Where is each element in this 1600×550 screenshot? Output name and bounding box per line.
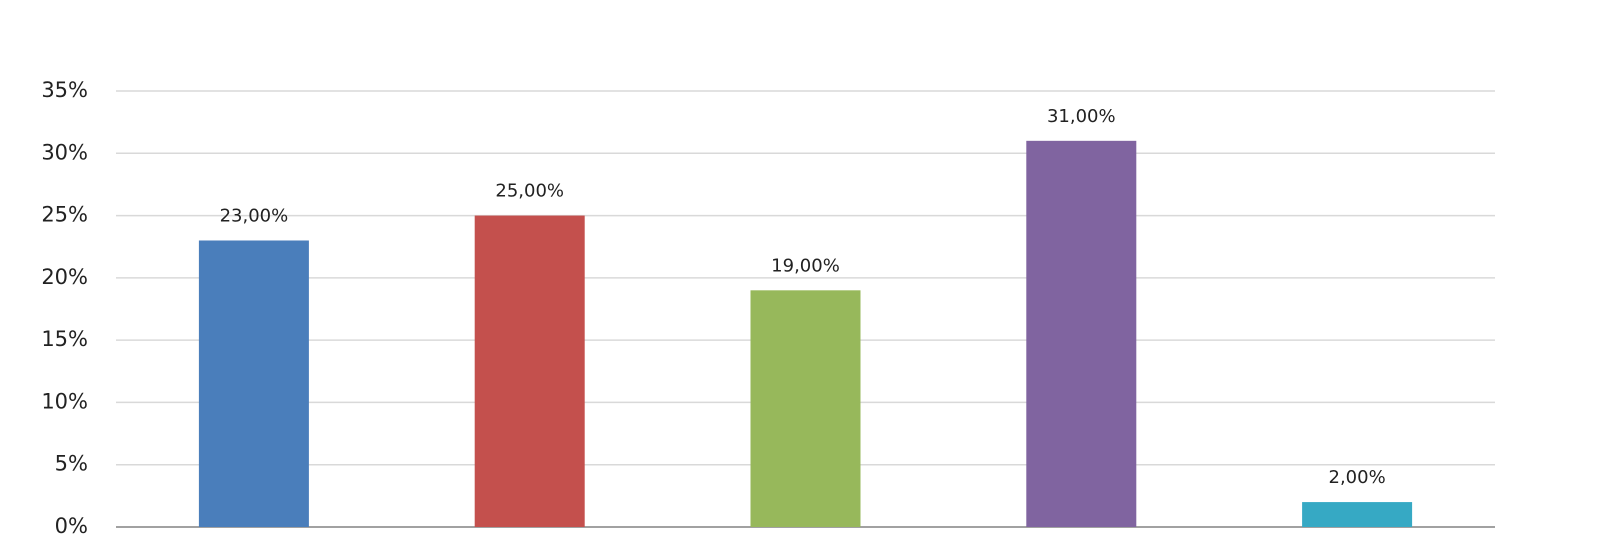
bar [198,240,309,527]
y-tick-label: 20% [41,265,88,289]
y-tick-label: 30% [41,140,88,164]
bar [1026,140,1137,528]
y-tick-label: 15% [41,327,88,351]
value-label: 19,00% [771,255,840,276]
bar [1302,502,1413,527]
y-tick-label: 10% [41,389,88,413]
value-label: 23,00% [220,205,289,226]
value-label: 31,00% [1047,106,1116,127]
y-tick-label: 35% [41,78,88,102]
y-tick-label: 5% [55,452,88,476]
value-label: 25,00% [495,181,564,202]
value-label: 2,00% [1329,467,1386,488]
y-tick-label: 25% [41,203,88,227]
y-tick-label: 0% [55,514,88,538]
bar [474,215,585,528]
bar [750,290,861,527]
